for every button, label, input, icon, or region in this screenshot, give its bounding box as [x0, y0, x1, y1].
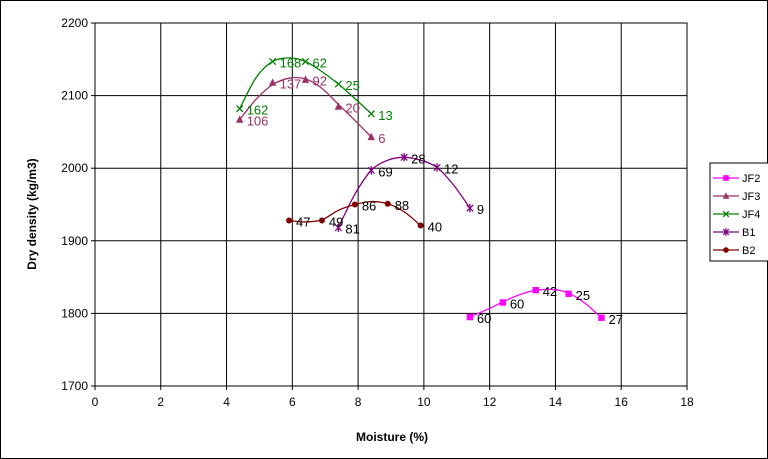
data-label: 47: [296, 214, 310, 229]
data-label: 88: [395, 198, 409, 213]
data-label: 27: [608, 312, 622, 327]
x-tick-label: 10: [417, 395, 431, 409]
data-point: [351, 201, 358, 208]
data-label: 92: [312, 74, 326, 89]
x-tick-label: 8: [355, 395, 362, 409]
data-label: 168: [280, 55, 302, 70]
legend-marker: [722, 192, 730, 199]
data-label: 25: [576, 288, 590, 303]
series-markers: [236, 57, 605, 321]
legend-marker: [723, 247, 729, 253]
data-point: [286, 217, 293, 224]
data-label: 62: [312, 55, 326, 70]
x-tick-label: 18: [680, 395, 694, 409]
data-point: [301, 57, 310, 66]
x-tick-label: 16: [615, 395, 629, 409]
series-curve-jf2: [469, 288, 602, 319]
data-point: [334, 102, 343, 110]
data-labels: 60 60 42 25 27 106 137 92 20 6 162 168 62 25 13 81 69 28 1…: [247, 55, 623, 326]
x-tick-label: 14: [549, 395, 563, 409]
y-tick-label: 2000: [61, 161, 88, 175]
data-label: 40: [428, 220, 442, 235]
data-label: 9: [477, 202, 484, 217]
x-tick-label: 2: [157, 395, 164, 409]
data-point: [301, 75, 310, 83]
legend-marker: [722, 210, 730, 218]
legend-label: JF4: [742, 209, 760, 221]
legend-label: JF2: [742, 173, 760, 185]
x-tick-label: 4: [223, 395, 230, 409]
data-point: [367, 166, 375, 175]
data-label: 28: [411, 151, 425, 166]
axes: 0 2 4 6 8 10 12 14 16 18 1700 1800 1900 2000 2100 2200: [61, 16, 694, 409]
data-label: 6: [378, 131, 385, 146]
data-label: 60: [477, 311, 491, 326]
legend-marker: [722, 228, 730, 236]
data-label: 49: [329, 214, 343, 229]
data-label: 106: [247, 114, 269, 129]
data-point: [499, 299, 507, 306]
legend-marker: [723, 175, 729, 181]
data-point: [367, 132, 375, 141]
data-label: 137: [280, 77, 302, 92]
legend: JF2 JF3 JF4 B1 B2: [709, 162, 768, 262]
y-tick-label: 2100: [61, 89, 88, 103]
data-label: 12: [444, 161, 458, 176]
data-label: 20: [345, 100, 359, 115]
data-point: [236, 105, 244, 113]
data-point: [318, 217, 325, 224]
y-axis-title: Dry density (kg/m3): [25, 158, 39, 269]
x-tick-label: 6: [289, 395, 296, 409]
data-label: 81: [345, 222, 359, 237]
data-label: 162: [247, 103, 269, 118]
plot-frame: [94, 22, 688, 387]
y-tick-label: 1800: [61, 306, 88, 320]
data-point: [334, 223, 343, 232]
data-point: [466, 313, 474, 321]
data-point: [433, 163, 441, 172]
data-point: [367, 110, 375, 118]
x-axis-title: Moisture (%): [356, 430, 428, 444]
data-point: [400, 153, 408, 162]
data-point: [334, 80, 343, 88]
legend-label: JF3: [742, 191, 760, 203]
data-point: [236, 115, 244, 123]
data-point: [598, 314, 605, 321]
y-tick-label: 1700: [61, 379, 88, 393]
data-label: 69: [378, 164, 392, 179]
data-point: [532, 286, 539, 294]
data-label: 60: [510, 297, 524, 312]
legend-label: B1: [742, 227, 755, 239]
legend-box: [709, 162, 768, 262]
data-point: [268, 57, 277, 66]
data-point: [268, 78, 277, 86]
data-label: 42: [543, 284, 557, 299]
legend-label: B2: [742, 245, 755, 257]
data-label: 86: [362, 199, 376, 214]
y-tick-label: 2200: [61, 16, 88, 30]
data-label: 25: [345, 78, 359, 93]
x-tick-label: 12: [483, 395, 497, 409]
data-point: [384, 200, 391, 207]
x-tick-label: 0: [92, 395, 99, 409]
data-point: [466, 203, 474, 213]
y-tick-label: 1900: [61, 234, 88, 248]
data-label: 13: [378, 108, 392, 123]
data-point: [417, 222, 424, 229]
data-point: [565, 290, 572, 297]
